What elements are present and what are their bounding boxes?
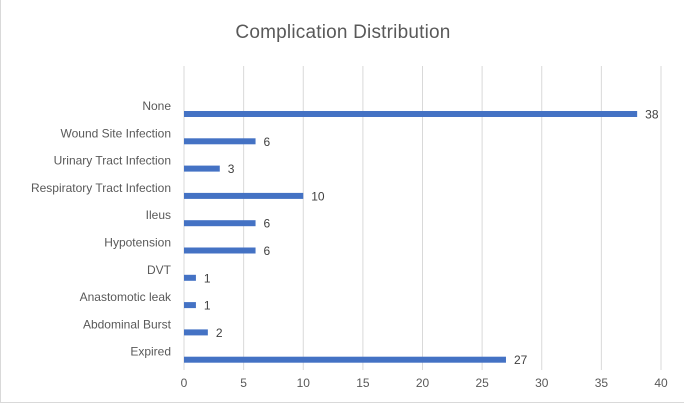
category-label: Abdominal Burst — [83, 317, 172, 331]
category-label: Ileus — [146, 208, 171, 222]
x-tick-label: 15 — [356, 376, 370, 390]
category-labels: None Wound Site Infection Urinary Tract In… — [31, 99, 172, 359]
category-label: Respiratory Tract Infection — [31, 181, 171, 195]
data-label: 3 — [228, 162, 235, 176]
bars — [184, 111, 638, 363]
category-label: None — [142, 99, 171, 113]
category-label: Hypotension — [104, 236, 171, 250]
x-tick-label: 0 — [181, 376, 188, 390]
data-label: 6 — [264, 217, 271, 231]
bar — [184, 138, 256, 145]
data-label: 1 — [204, 299, 211, 313]
x-tick-label: 25 — [475, 376, 489, 390]
bar — [184, 220, 256, 227]
bar — [184, 274, 196, 281]
bar — [184, 356, 506, 363]
x-tick-label: 20 — [416, 376, 430, 390]
category-label: DVT — [147, 263, 172, 277]
x-axis-ticks: 0 5 10 15 20 25 30 35 40 — [181, 376, 668, 390]
x-tick-label: 30 — [535, 376, 549, 390]
category-label: Wound Site Infection — [60, 126, 171, 140]
bar — [184, 302, 196, 309]
gridlines — [183, 66, 662, 370]
category-label: Anastomotic leak — [80, 290, 172, 304]
data-label: 1 — [204, 271, 211, 285]
data-label: 2 — [216, 326, 223, 340]
category-label: Urinary Tract Infection — [54, 154, 171, 168]
data-label: 38 — [645, 108, 659, 122]
category-label: Expired — [130, 345, 171, 359]
bar — [184, 247, 256, 254]
chart-title: Complication Distribution — [235, 22, 451, 43]
data-label: 27 — [514, 353, 528, 367]
x-tick-label: 10 — [297, 376, 311, 390]
x-tick-label: 5 — [240, 376, 247, 390]
data-label: 6 — [264, 135, 271, 149]
data-label: 10 — [311, 189, 325, 203]
x-tick-label: 40 — [654, 376, 668, 390]
bar — [184, 192, 304, 199]
bar — [184, 111, 638, 117]
bar — [184, 329, 208, 336]
x-tick-label: 35 — [595, 376, 609, 390]
data-label: 6 — [264, 244, 271, 258]
bar — [184, 165, 220, 172]
